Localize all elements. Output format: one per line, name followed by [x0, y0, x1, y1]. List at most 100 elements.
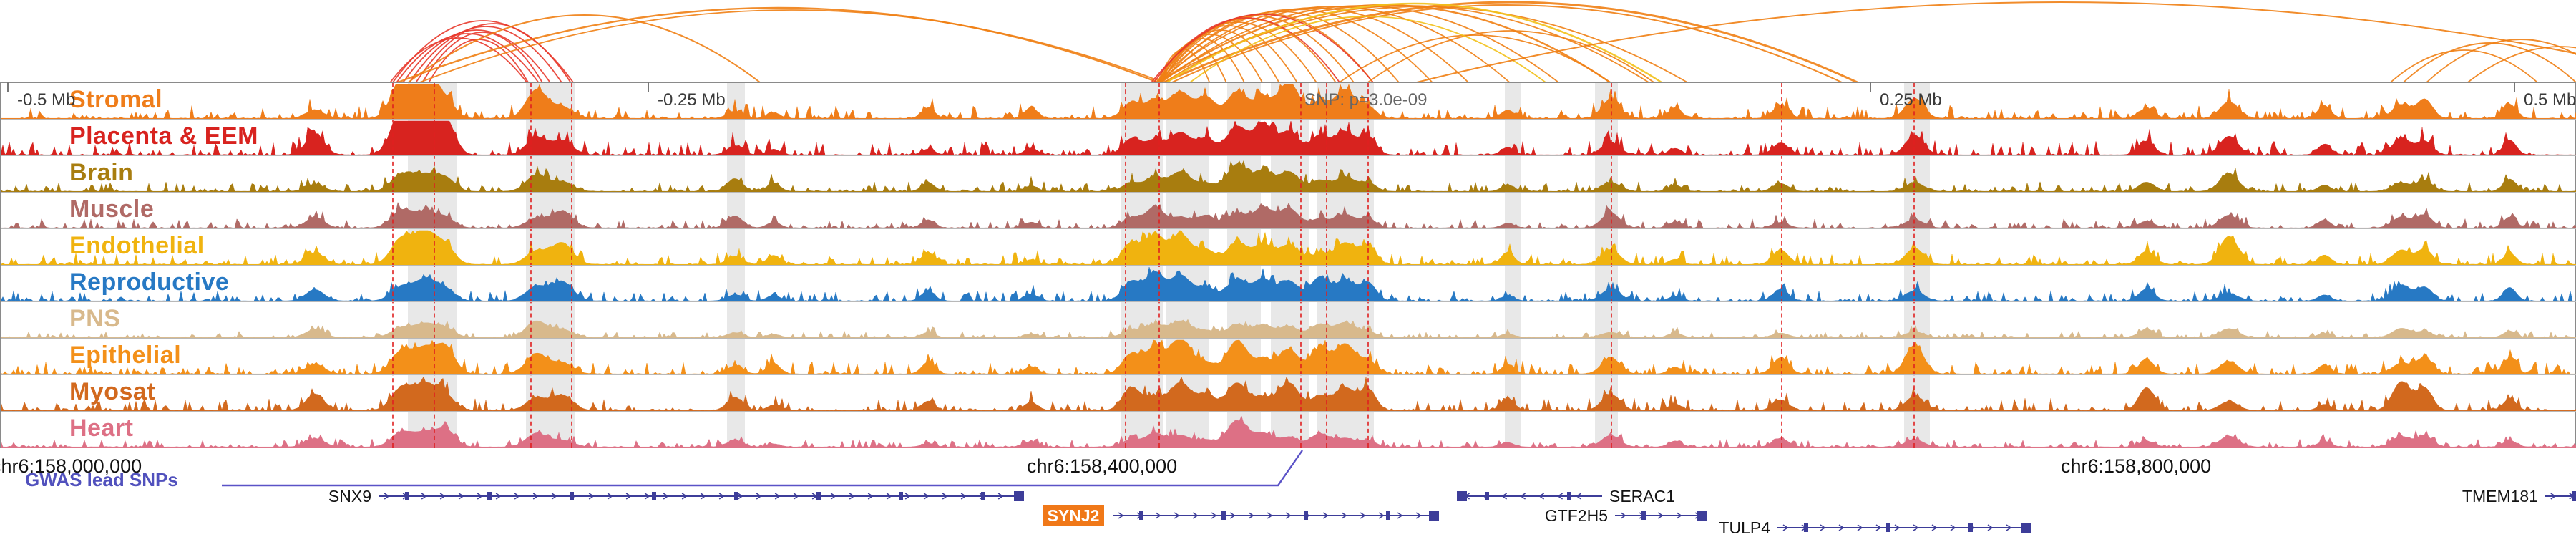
- strand-arrow-icon: [421, 493, 427, 500]
- interaction-arc[interactable]: [1171, 4, 1843, 82]
- strand-arrow-icon: [1267, 512, 1273, 519]
- track-separator: [1, 82, 2576, 83]
- interaction-arc[interactable]: [1163, 1, 1858, 82]
- track-separator: [1, 301, 2576, 302]
- signal-area: [1, 230, 2576, 265]
- track-row-reproductive[interactable]: [1, 265, 2576, 301]
- strand-arrow-icon: [1987, 524, 1994, 531]
- strand-arrow-icon: [923, 493, 930, 500]
- gene-synj2[interactable]: SYNJ2: [1043, 505, 1439, 526]
- strand-arrow-icon: [551, 493, 557, 500]
- gwas-lead-snps-label[interactable]: GWAS lead SNPs: [25, 469, 178, 490]
- strand-arrow-icon: [1913, 524, 1919, 531]
- strand-arrow-icon: [663, 493, 669, 500]
- exon-block: [1485, 492, 1489, 500]
- gene-end-block: [2021, 523, 2031, 533]
- track-signal: [1, 339, 2576, 374]
- strand-arrow-icon: [2550, 493, 2557, 500]
- signal-area: [1, 319, 2576, 338]
- strand-arrow-icon: [1322, 512, 1329, 519]
- track-row-endothelial[interactable]: [1, 228, 2576, 265]
- exon-block: [816, 492, 821, 500]
- strand-arrow-icon: [1211, 512, 1217, 519]
- axis-label: -0.25 Mb: [658, 90, 726, 110]
- track-row-placenta-eem[interactable]: [1, 119, 2576, 155]
- interaction-arc[interactable]: [389, 37, 527, 82]
- exon-block: [1386, 511, 1390, 520]
- interaction-arc[interactable]: [1151, 14, 1374, 82]
- track-row-brain[interactable]: [1, 155, 2576, 192]
- strand-arrow-icon: [1118, 512, 1124, 519]
- track-separator: [1, 155, 2576, 156]
- interaction-arc[interactable]: [2403, 42, 2576, 82]
- strand-arrow-icon: [1360, 512, 1366, 519]
- strand-arrow-icon: [756, 493, 762, 500]
- interaction-arc[interactable]: [397, 6, 1158, 82]
- interaction-arc[interactable]: [1166, 2, 1662, 82]
- track-row-epithelial[interactable]: [1, 338, 2576, 374]
- signal-tracks-region[interactable]: Stromal Placenta & EEM Brain Muscle Endothel…: [0, 82, 2576, 448]
- interaction-arc[interactable]: [419, 9, 1163, 82]
- exon-block: [1304, 511, 1308, 520]
- interaction-arc[interactable]: [1189, 16, 1546, 82]
- track-row-pns[interactable]: [1, 301, 2576, 338]
- gene-label: SERAC1: [1609, 487, 1675, 505]
- gene-tulp4[interactable]: TULP4: [1719, 518, 2031, 537]
- track-row-heart[interactable]: [1, 411, 2576, 448]
- strand-arrow-icon: [477, 493, 483, 500]
- interaction-arc[interactable]: [1416, 1, 2576, 82]
- strand-arrow-icon: [1557, 493, 1563, 500]
- gene-tmem181[interactable]: TMEM181: [2462, 487, 2576, 505]
- interaction-arc[interactable]: [409, 26, 562, 82]
- gene-label: GTF2H5: [1545, 506, 1608, 525]
- exon-block: [1641, 511, 1646, 520]
- track-separator: [1, 119, 2576, 120]
- strand-arrow-icon: [1894, 524, 1901, 531]
- gene-serac1[interactable]: SERAC1: [1457, 487, 1675, 505]
- strand-arrow-icon: [867, 493, 874, 500]
- track-row-stromal[interactable]: [1, 82, 2576, 119]
- interaction-arc[interactable]: [2426, 39, 2576, 82]
- strand-arrow-icon: [1341, 512, 1347, 519]
- track-signal: [1, 84, 2576, 119]
- interaction-arc[interactable]: [2390, 49, 2538, 82]
- exon-block: [1886, 523, 1890, 532]
- gwas-lead-snp-connector: [222, 450, 1303, 487]
- snp-pvalue-annotation: SNP: p=3.0e-09: [1304, 90, 1428, 110]
- interaction-arc[interactable]: [402, 29, 551, 82]
- interaction-arc[interactable]: [392, 20, 574, 82]
- strand-arrow-icon: [1397, 512, 1403, 519]
- interaction-arc[interactable]: [1160, 18, 1337, 82]
- interaction-arc[interactable]: [407, 14, 761, 82]
- interaction-arc[interactable]: [2467, 46, 2576, 82]
- signal-area: [1, 415, 2576, 448]
- strand-arrow-icon: [1248, 512, 1254, 519]
- interaction-arc[interactable]: [1367, 30, 1654, 82]
- strand-arrow-icon: [1838, 524, 1845, 531]
- strand-arrow-icon: [700, 493, 706, 500]
- exon-block: [570, 492, 574, 500]
- exon-block: [1139, 511, 1143, 520]
- strand-arrow-icon: [1676, 512, 1682, 519]
- coordinate-label-center: chr6:158,400,000: [1027, 455, 1178, 477]
- strand-arrow-icon: [1415, 512, 1422, 519]
- interaction-arc[interactable]: [421, 32, 543, 82]
- strand-arrow-icon: [2006, 524, 2012, 531]
- interaction-arc[interactable]: [1339, 34, 1611, 82]
- gene-gtf2h5[interactable]: GTF2H5: [1545, 506, 1707, 525]
- strand-arrow-icon: [1576, 493, 1582, 500]
- gene-snx9[interactable]: SNX9: [328, 487, 1024, 505]
- track-row-myosat[interactable]: [1, 374, 2576, 411]
- strand-arrow-icon: [849, 493, 855, 500]
- interaction-arc[interactable]: [396, 33, 540, 82]
- coordinate-label-right: chr6:158,800,000: [2061, 455, 2212, 477]
- strand-arrow-icon: [625, 493, 632, 500]
- track-signal: [1, 160, 2576, 192]
- strand-arrow-icon: [532, 493, 539, 500]
- gene-label: TULP4: [1719, 518, 1770, 537]
- strand-arrow-icon: [1820, 524, 1826, 531]
- track-signal: [1, 120, 2576, 155]
- track-row-muscle[interactable]: [1, 192, 2576, 228]
